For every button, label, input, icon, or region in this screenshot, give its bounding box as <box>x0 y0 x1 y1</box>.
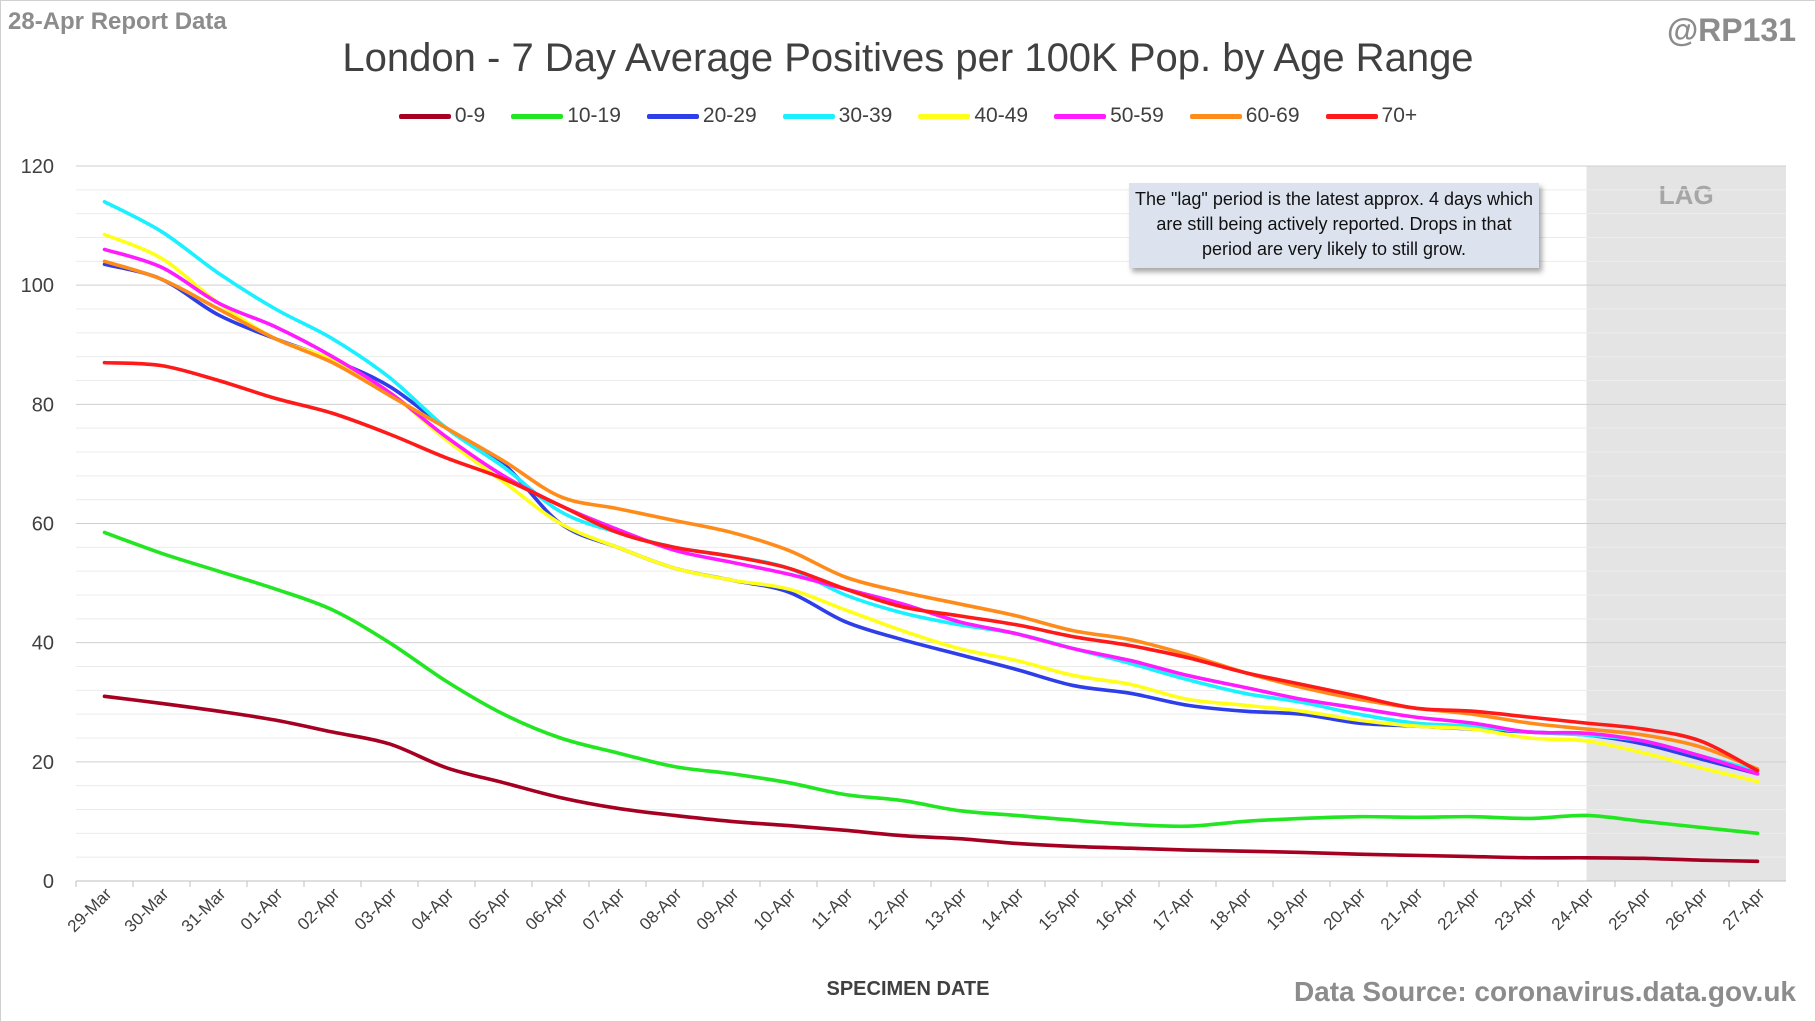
legend-label: 60-69 <box>1245 104 1300 127</box>
chart-legend: 0-9 10-19 20-29 30-39 40-49 50-59 60-69 70+ <box>0 104 1816 128</box>
series-line-0-9 <box>102 694 1760 864</box>
x-tick-label: 25-Apr <box>1605 884 1655 934</box>
legend-swatch <box>918 113 971 119</box>
x-tick-label: 26-Apr <box>1662 884 1712 934</box>
data-source-label: Data Source: coronavirus.data.gov.uk <box>1293 976 1796 1007</box>
x-tick-label: 21-Apr <box>1377 884 1427 934</box>
legend-item-20-29: 20-29 <box>646 104 757 128</box>
x-tick-label: 29-Mar <box>64 884 116 936</box>
legend-label: 70+ <box>1381 104 1418 127</box>
legend-swatch <box>511 113 564 119</box>
series-line-60-69 <box>102 259 1760 771</box>
legend-label: 0-9 <box>454 104 486 127</box>
y-tick-label: 120 <box>21 156 54 178</box>
y-tick-label: 60 <box>32 514 54 536</box>
series-line-70+ <box>102 360 1760 773</box>
legend-swatch <box>1054 113 1107 119</box>
legend-item-40-49: 40-49 <box>918 104 1028 128</box>
y-tick-label: 20 <box>32 752 54 774</box>
x-tick-label: 08-Apr <box>636 884 686 934</box>
x-tick-label: 14-Apr <box>978 884 1028 934</box>
lag-label: LAG <box>1659 180 1714 210</box>
legend-swatch <box>646 113 699 119</box>
x-tick-label: 18-Apr <box>1206 884 1256 934</box>
legend-swatch <box>398 113 451 119</box>
legend-swatch <box>1189 113 1242 119</box>
legend-item-60-69: 60-69 <box>1189 104 1300 128</box>
x-tick-label: 31-Mar <box>178 884 230 936</box>
x-tick-label: 16-Apr <box>1092 884 1142 934</box>
x-axis-label: SPECIMEN DATE <box>826 978 990 1000</box>
x-tick-label: 07-Apr <box>579 884 629 934</box>
x-tick-label: 17-Apr <box>1149 884 1199 934</box>
y-tick-label: 100 <box>21 275 54 297</box>
x-tick-label: 09-Apr <box>693 884 743 934</box>
x-tick-label: 04-Apr <box>408 884 458 934</box>
x-tick-label: 27-Apr <box>1719 884 1769 934</box>
x-tick-label: 05-Apr <box>465 884 515 934</box>
x-tick-label: 15-Apr <box>1035 884 1085 934</box>
x-tick-label: 03-Apr <box>351 884 401 934</box>
series-line-50-59 <box>102 247 1760 776</box>
legend-item-50-59: 50-59 <box>1054 104 1164 128</box>
legend-swatch <box>782 113 835 119</box>
x-tick-label: 23-Apr <box>1491 884 1541 934</box>
x-tick-label: 22-Apr <box>1434 884 1484 934</box>
x-tick-label: 11-Apr <box>808 884 857 933</box>
legend-label: 10-19 <box>567 104 621 127</box>
legend-label: 40-49 <box>974 104 1029 127</box>
x-tick-label: 20-Apr <box>1320 884 1370 934</box>
legend-item-10-19: 10-19 <box>511 104 621 128</box>
x-tick-label: 01-Apr <box>237 884 287 934</box>
x-tick-label: 06-Apr <box>522 884 572 934</box>
x-tick-label: 19-Apr <box>1263 884 1313 934</box>
legend-item-30-39: 30-39 <box>782 104 893 128</box>
x-tick-label: 12-Apr <box>864 884 914 934</box>
series-line-10-19 <box>102 530 1760 836</box>
y-tick-label: 0 <box>43 871 54 893</box>
series-line-30-39 <box>102 199 1760 773</box>
y-tick-label: 40 <box>32 633 54 655</box>
x-tick-label: 10-Apr <box>750 884 800 934</box>
legend-label: 20-29 <box>702 104 757 127</box>
legend-label: 50-59 <box>1110 104 1164 127</box>
legend-item-0-9: 0-9 <box>398 104 486 128</box>
report-date-label: 28-Apr Report Data <box>8 8 227 35</box>
series-line-40-49 <box>102 232 1760 784</box>
x-tick-label: 13-Apr <box>921 884 971 934</box>
y-tick-label: 80 <box>32 394 54 416</box>
author-handle: @RP131 <box>1666 12 1796 48</box>
x-tick-label: 24-Apr <box>1548 884 1598 934</box>
series-line-20-29 <box>102 262 1760 776</box>
lag-note: The "lag" period is the latest approx. 4… <box>1129 183 1539 268</box>
legend-item-70+: 70+ <box>1325 104 1418 128</box>
legend-label: 30-39 <box>838 104 893 127</box>
legend-swatch <box>1325 113 1378 119</box>
x-tick-label: 02-Apr <box>294 884 344 934</box>
chart-title: London - 7 Day Average Positives per 100… <box>342 36 1474 80</box>
x-tick-label: 30-Mar <box>121 884 173 936</box>
